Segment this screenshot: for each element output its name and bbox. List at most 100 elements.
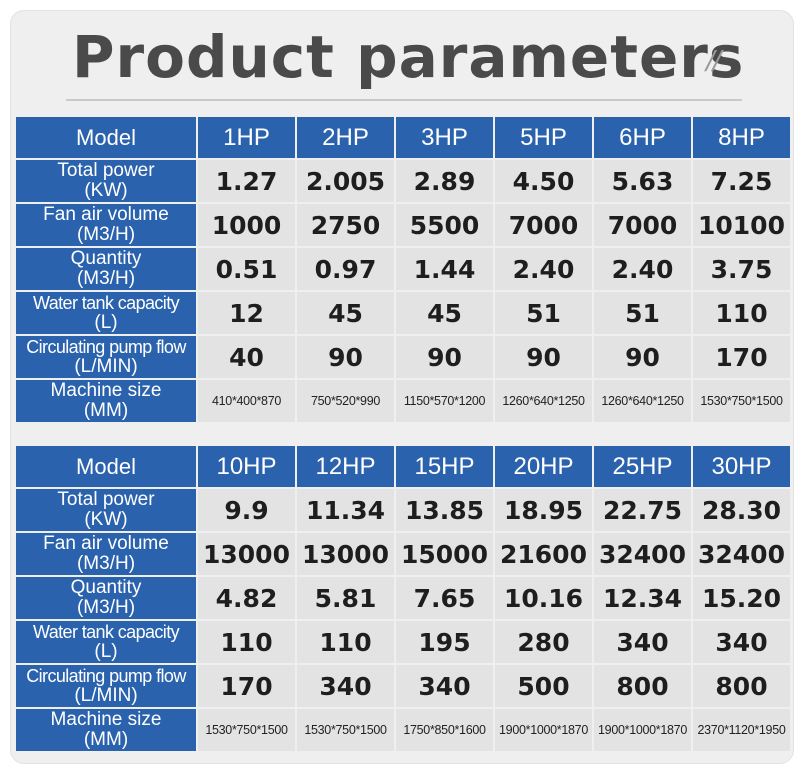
spec-row: Water tank capacity (L) 110 110 195 280 340 340 [16,621,790,663]
machine-size-cell: 1900*1000*1870 [495,709,592,751]
value-cell: 7000 [495,204,592,246]
row-label-unit: (L/MIN) [74,356,138,377]
row-label-unit: (L) [94,641,118,662]
model-header-label: Model [16,117,196,158]
model-header-cell: 1HP [198,117,295,158]
row-label-unit: (MM) [83,400,129,421]
model-header-cell: 20HP [495,446,592,487]
page-title: Product parameters [72,23,745,91]
value-cell: 110 [693,292,790,334]
machine-size-cell: 1260*640*1250 [495,380,592,422]
value-cell: 2750 [297,204,394,246]
row-label: Fan air volume (M3/H) [16,204,196,246]
value-cell: 13000 [297,533,394,575]
row-label-name: Machine size [50,709,162,730]
value-cell: 90 [495,336,592,378]
value-cell: 90 [594,336,691,378]
spec-row: Quantity (M3/H) 0.51 0.97 1.44 2.40 2.40 3.75 [16,248,790,290]
model-header-cell: 12HP [297,446,394,487]
value-cell: 32400 [693,533,790,575]
value-cell: 51 [594,292,691,334]
row-label-name: Circulating pump flow [26,666,186,686]
machine-size-cell: 410*400*870 [198,380,295,422]
spec-row: Machine size (MM) 1530*750*1500 1530*750*15… [16,709,790,751]
model-header-cell: 3HP [396,117,493,158]
row-label-name: Quantity [70,577,142,598]
value-cell: 340 [693,621,790,663]
value-cell: 0.97 [297,248,394,290]
value-cell: 9.9 [198,489,295,531]
spec-row: Fan air volume (M3/H) 1000 2750 5500 7000 7000… [16,204,790,246]
machine-size-cell: 1530*750*1500 [297,709,394,751]
value-cell: 2.40 [495,248,592,290]
spec-row: Circulating pump flow (L/MIN) 170 340 340 500… [16,665,790,707]
value-cell: 170 [198,665,295,707]
model-header-cell: 25HP [594,446,691,487]
machine-size-cell: 750*520*990 [297,380,394,422]
title-divider [66,99,742,101]
value-cell: 13000 [198,533,295,575]
model-header-cell: 8HP [693,117,790,158]
machine-size-cell: 1530*750*1500 [693,380,790,422]
value-cell: 3.75 [693,248,790,290]
value-cell: 21600 [495,533,592,575]
row-label-name: Water tank capacity [33,622,180,642]
row-label-name: Total power [57,160,155,181]
row-label-name: Fan air volume [43,204,169,225]
value-cell: 110 [198,621,295,663]
row-label: Total power (KW) [16,160,196,202]
spec-row: Water tank capacity (L) 12 45 45 51 51 110 [16,292,790,334]
value-cell: 5.63 [594,160,691,202]
model-header-cell: 5HP [495,117,592,158]
value-cell: 5.81 [297,577,394,619]
machine-size-cell: 1150*570*1200 [396,380,493,422]
value-cell: 1.27 [198,160,295,202]
value-cell: 195 [396,621,493,663]
row-label: Fan air volume (M3/H) [16,533,196,575]
value-cell: 90 [297,336,394,378]
row-label-unit: (M3/H) [76,597,136,618]
spec-row: Total power (KW) 9.9 11.34 13.85 18.95 22.75 28… [16,489,790,531]
row-label-unit: (L/MIN) [74,685,138,706]
value-cell: 110 [297,621,394,663]
value-cell: 32400 [594,533,691,575]
value-cell: 11.34 [297,489,394,531]
spec-row: Total power (KW) 1.27 2.005 2.89 4.50 5.63 7.25 [16,160,790,202]
value-cell: 340 [594,621,691,663]
value-cell: 7.65 [396,577,493,619]
value-cell: 5500 [396,204,493,246]
model-header-cell: 15HP [396,446,493,487]
spec-row: Machine size (MM) 410*400*870 750*520*990 11… [16,380,790,422]
spec-row: Fan air volume (M3/H) 13000 13000 15000 21600… [16,533,790,575]
value-cell: 15.20 [693,577,790,619]
value-cell: 12.34 [594,577,691,619]
row-label: Total power (KW) [16,489,196,531]
value-cell: 7000 [594,204,691,246]
row-label-name: Fan air volume [43,533,169,554]
value-cell: 90 [396,336,493,378]
value-cell: 10.16 [495,577,592,619]
row-label-unit: (M3/H) [76,553,136,574]
model-header-cell: 2HP [297,117,394,158]
row-label: Circulating pump flow (L/MIN) [16,665,196,707]
value-cell: 2.40 [594,248,691,290]
value-cell: 2.89 [396,160,493,202]
row-label-name: Circulating pump flow [26,337,186,357]
value-cell: 500 [495,665,592,707]
value-cell: 15000 [396,533,493,575]
machine-size-cell: 1530*750*1500 [198,709,295,751]
value-cell: 280 [495,621,592,663]
row-label: Machine size (MM) [16,380,196,422]
row-label-name: Quantity [70,248,142,269]
value-cell: 12 [198,292,295,334]
row-label: Machine size (MM) [16,709,196,751]
value-cell: 4.50 [495,160,592,202]
model-header-label: Model [16,446,196,487]
machine-size-cell: 1900*1000*1870 [594,709,691,751]
value-cell: 800 [594,665,691,707]
row-label-unit: (M3/H) [76,224,136,245]
value-cell: 10100 [693,204,790,246]
value-cell: 22.75 [594,489,691,531]
row-label: Quantity (M3/H) [16,248,196,290]
value-cell: 0.51 [198,248,295,290]
